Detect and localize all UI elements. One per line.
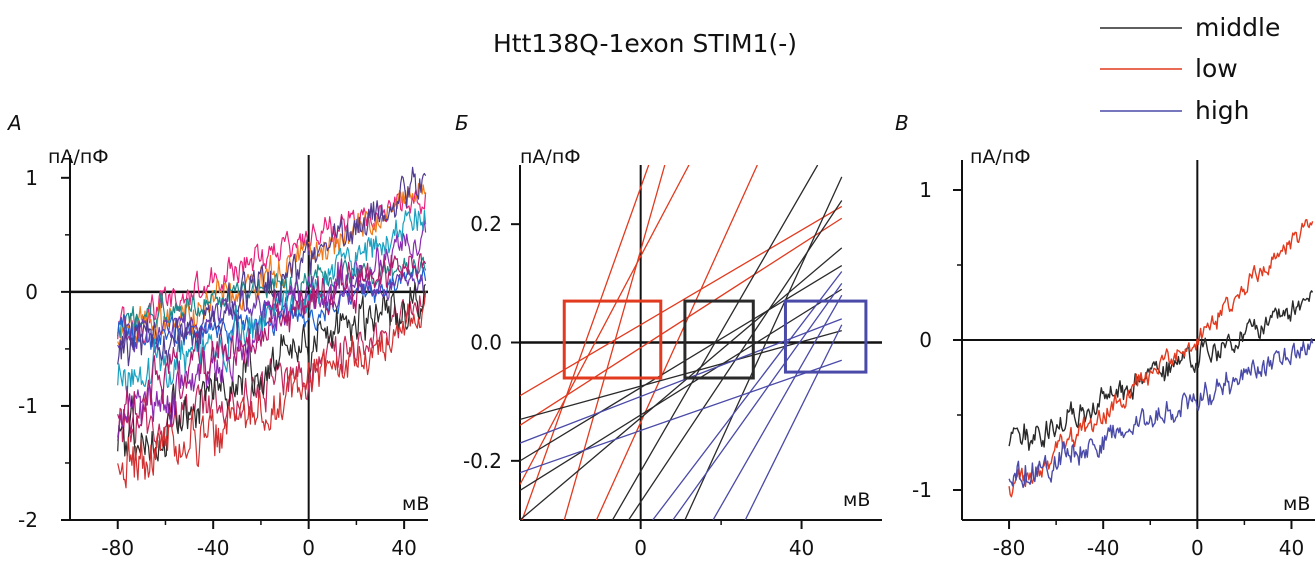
panel-letter: А (6, 111, 22, 135)
x-tick-label: 0 (634, 536, 647, 560)
fit-line-low-5 (563, 165, 666, 520)
x-tick-label: -40 (1087, 536, 1120, 560)
panel-letter: Б (455, 111, 469, 135)
fit-line-low-1 (520, 205, 843, 397)
trace-11 (117, 253, 427, 434)
trace-middle (1008, 290, 1314, 451)
fit-line-high-6 (744, 324, 843, 520)
legend-label-middle: middle (1195, 13, 1280, 42)
legend: middle low high (1100, 13, 1280, 125)
trace-low (1008, 219, 1314, 498)
fit-line-low-6 (595, 165, 758, 520)
fit-line-low-2 (520, 217, 843, 426)
legend-label-low: low (1195, 54, 1238, 83)
fit-line-low-3 (520, 165, 690, 485)
x-tick-label: 0 (1191, 536, 1204, 560)
fit-line-middle-5 (611, 165, 819, 520)
fit-line-middle-3 (520, 288, 843, 491)
x-axis-label: мВ (843, 489, 870, 511)
fit-line-high-3 (652, 271, 843, 520)
panel-letter: В (895, 111, 909, 135)
x-axis-label: мВ (1283, 493, 1310, 515)
y-tick-label: -1 (18, 394, 38, 418)
reversal-box-low (562, 299, 663, 380)
y-axis-label: пА/пФ (520, 146, 581, 168)
fit-line-high-4 (712, 294, 843, 520)
x-tick-label: 40 (391, 536, 416, 560)
fit-line-low-4 (521, 165, 650, 520)
y-tick-label: 1 (25, 166, 38, 190)
y-tick-label: -1 (912, 478, 932, 502)
fit-line-middle-1 (520, 247, 843, 520)
series-low (520, 165, 843, 520)
x-tick-label: 40 (789, 536, 814, 560)
trace-7 (117, 282, 427, 462)
traces (117, 166, 427, 489)
trace-12 (117, 166, 427, 367)
figure-title: Htt138Q-1exon STIM1(-) (493, 29, 797, 58)
x-tick-label: 40 (1279, 536, 1304, 560)
x-tick-label: -40 (197, 536, 230, 560)
trace-8 (117, 290, 427, 489)
x-tick-label: -80 (101, 536, 134, 560)
fit-line-middle-6 (684, 176, 843, 520)
trace-10 (117, 208, 427, 396)
reversal-box-high (783, 299, 868, 374)
y-tick-label: 0 (25, 280, 38, 304)
panel-b: 0 40 0.2 0.0 -0.2 пА/пФ мВ Б (455, 111, 882, 560)
series-high (520, 271, 843, 520)
legend-label-high: high (1195, 96, 1250, 125)
panel-c: -80 -40 0 40 1 0 -1 пА/пФ мВ В (895, 111, 1315, 560)
y-tick-label: -0.2 (463, 449, 502, 473)
y-tick-label: -2 (18, 508, 38, 532)
traces (1008, 219, 1314, 498)
fit-line-middle-7 (520, 330, 842, 421)
x-tick-label: 0 (302, 536, 315, 560)
trace-9 (117, 219, 427, 441)
y-tick-label: 0.2 (470, 212, 502, 236)
x-tick-label: -80 (993, 536, 1026, 560)
fit-line-high-2 (520, 359, 842, 474)
y-tick-label: 0 (919, 328, 932, 352)
y-tick-label: 1 (919, 178, 932, 202)
reversal-box-middle (683, 299, 755, 380)
fit-line-high-1 (520, 318, 843, 444)
y-axis-label: пА/пФ (970, 146, 1031, 168)
fit-line-high-5 (672, 282, 843, 520)
fit-lines (520, 165, 843, 520)
y-tick-label: 0.0 (470, 331, 502, 355)
panel-a: -80 -40 0 40 1 0 -1 -2 пА/пФ мВ А (6, 111, 429, 560)
trace-high (1008, 338, 1314, 489)
y-axis-label: пА/пФ (48, 146, 109, 168)
x-axis-label: мВ (402, 493, 429, 515)
fit-line-middle-2 (520, 265, 843, 462)
